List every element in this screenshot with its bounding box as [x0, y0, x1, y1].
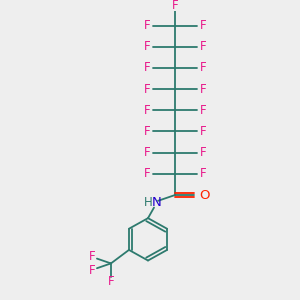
- Text: F: F: [144, 146, 150, 159]
- Text: F: F: [200, 82, 206, 96]
- Text: F: F: [88, 264, 95, 277]
- Text: F: F: [200, 40, 206, 53]
- Text: F: F: [200, 61, 206, 74]
- Text: O: O: [200, 188, 210, 202]
- Text: F: F: [144, 61, 150, 74]
- Text: F: F: [108, 275, 114, 288]
- Text: F: F: [144, 167, 150, 180]
- Text: F: F: [144, 104, 150, 117]
- Text: F: F: [200, 146, 206, 159]
- Text: F: F: [172, 0, 178, 12]
- Text: F: F: [200, 167, 206, 180]
- Text: N: N: [152, 196, 162, 209]
- Text: F: F: [144, 125, 150, 138]
- Text: F: F: [144, 19, 150, 32]
- Text: F: F: [200, 104, 206, 117]
- Text: F: F: [144, 40, 150, 53]
- Text: F: F: [88, 250, 95, 263]
- Text: F: F: [200, 19, 206, 32]
- Text: F: F: [144, 82, 150, 96]
- Text: H: H: [144, 196, 152, 209]
- Text: F: F: [200, 125, 206, 138]
